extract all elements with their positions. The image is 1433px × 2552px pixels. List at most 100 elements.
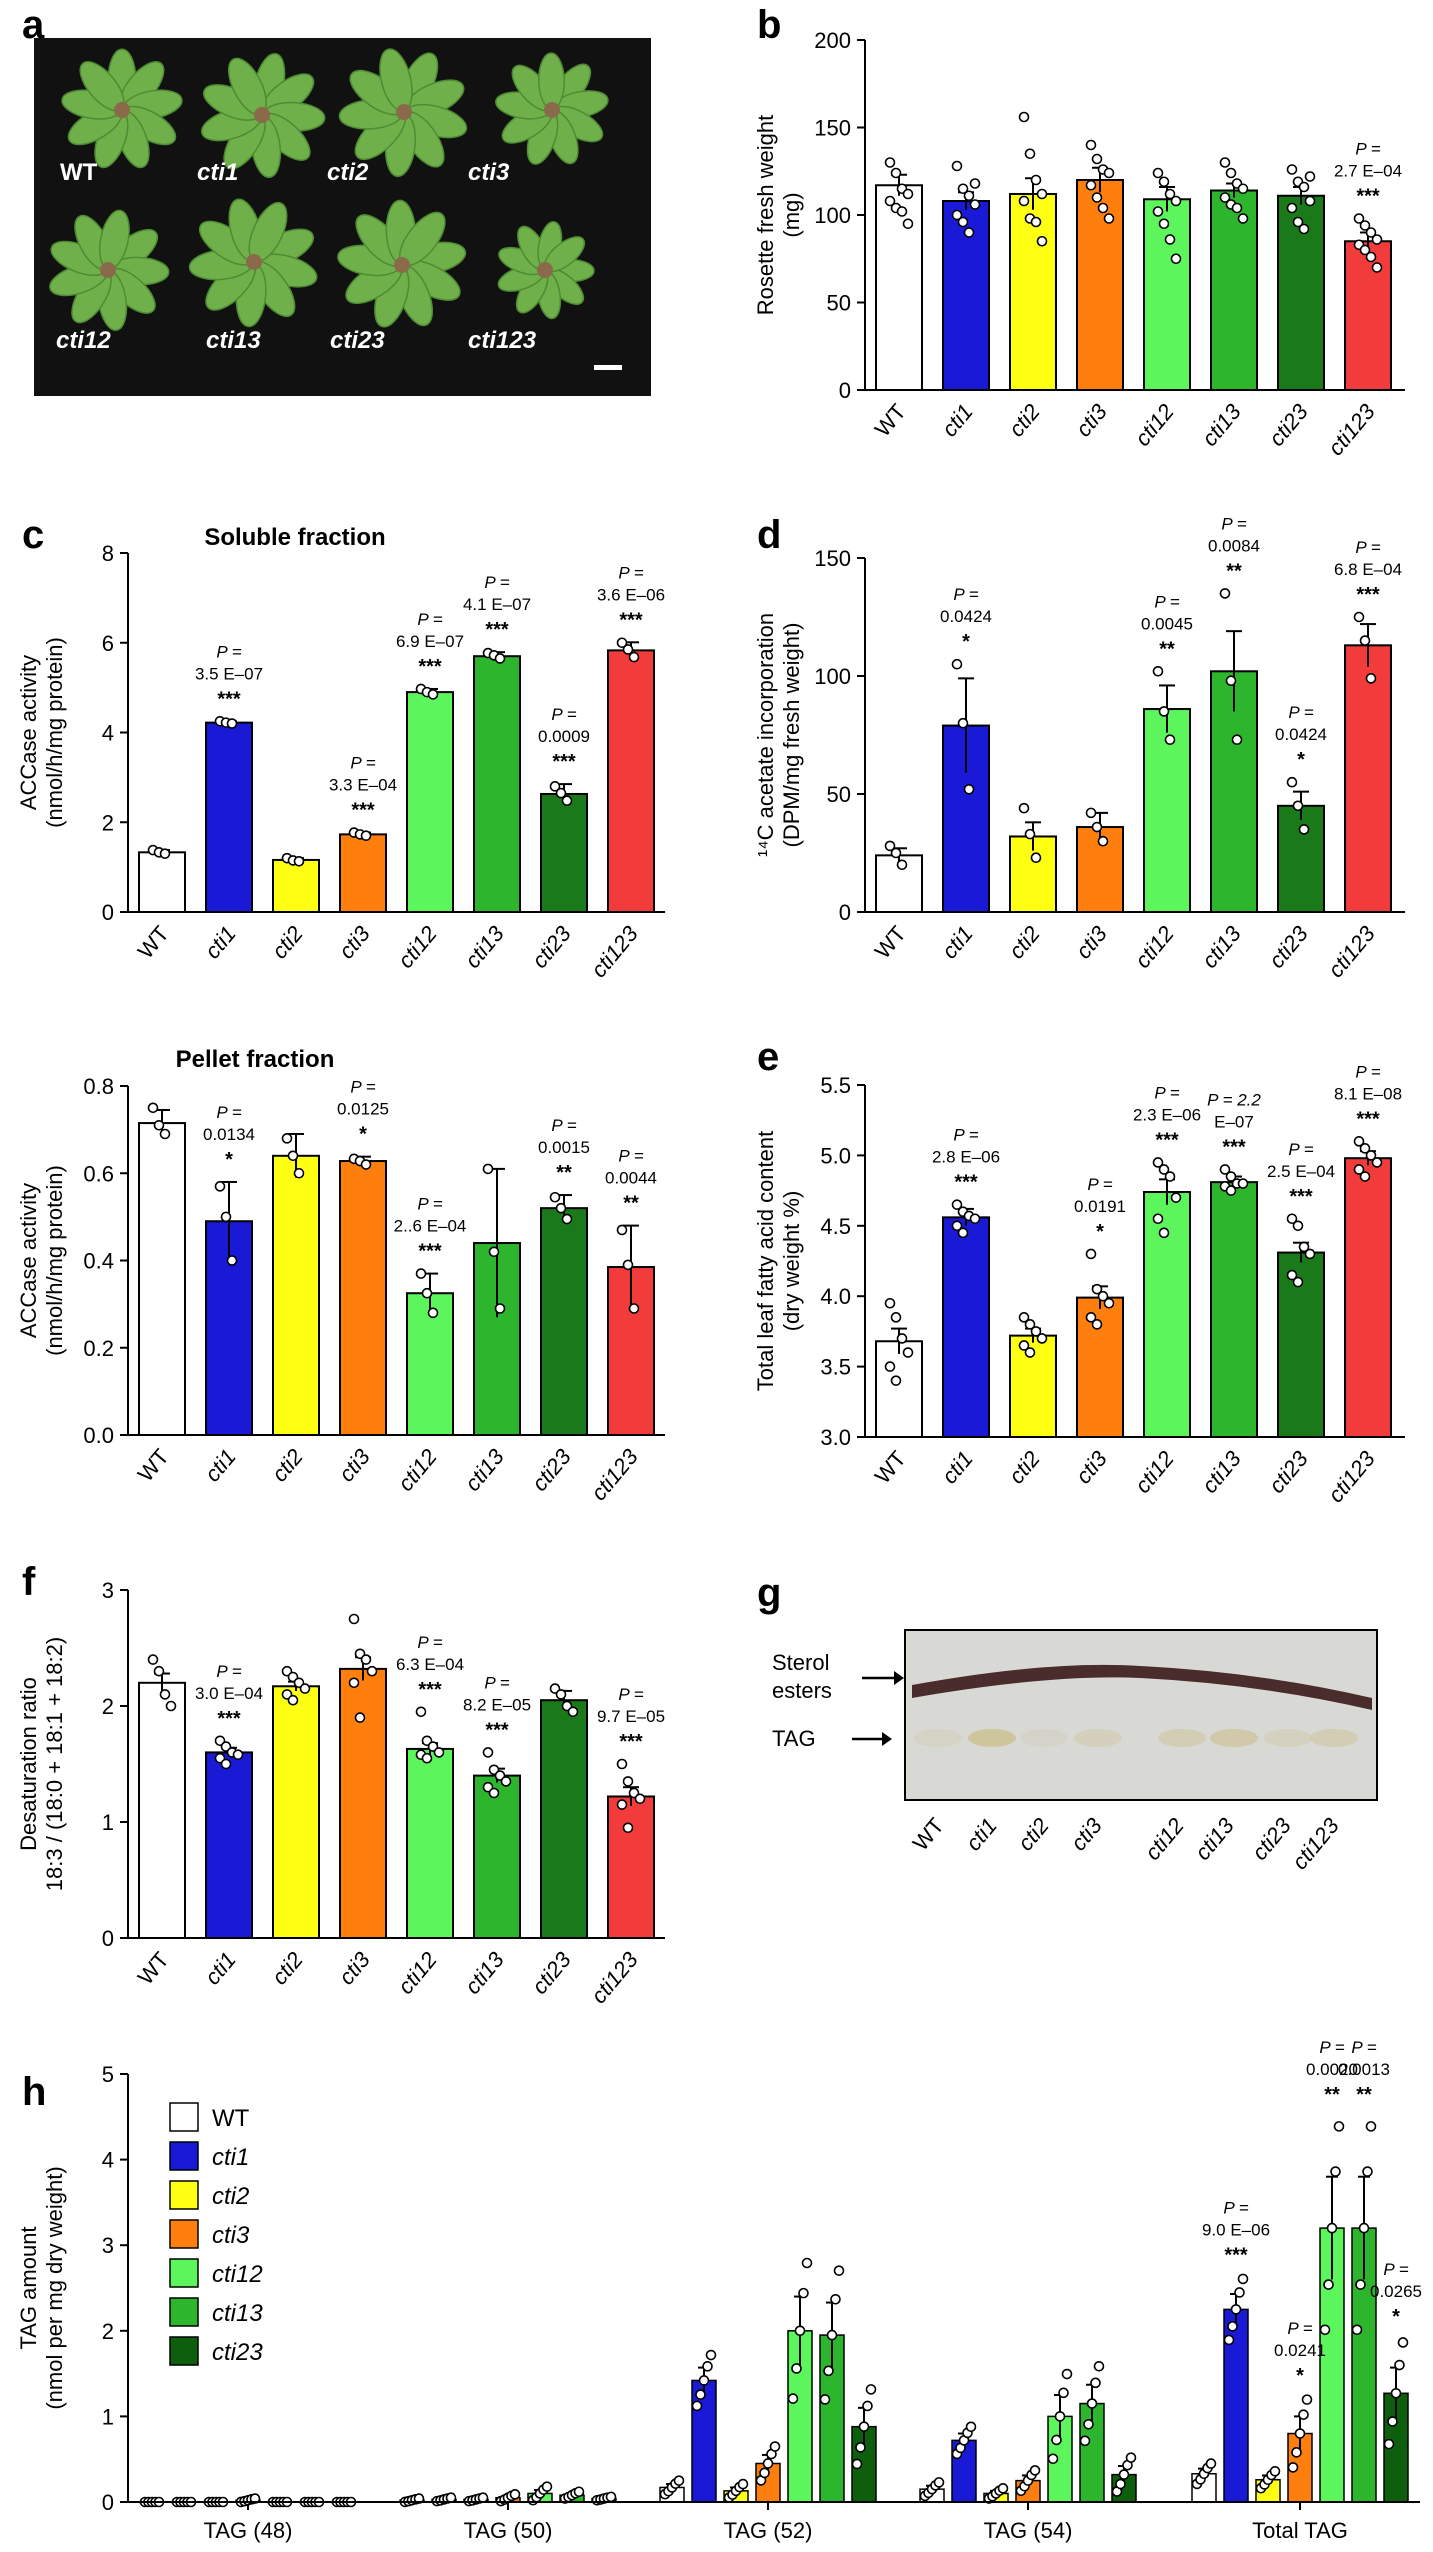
data-point [628, 1303, 640, 1314]
y-tick-label: 5.0 [820, 1143, 851, 1168]
rosette-center [246, 254, 262, 270]
p-label: P = [350, 754, 375, 773]
data-point [1036, 1333, 1048, 1344]
data-point [1091, 153, 1103, 165]
data-point [1024, 1319, 1036, 1330]
p-value: 0.0013 [1338, 2060, 1390, 2079]
data-point [702, 2361, 713, 2372]
data-point [477, 2492, 489, 2504]
data-point [1359, 1171, 1371, 1182]
scale-bar [594, 365, 622, 370]
data-point [1091, 1283, 1103, 1295]
genotype-label: cti13 [206, 327, 261, 354]
significance-stars: ** [1324, 2084, 1340, 2106]
rosette-center [254, 107, 270, 123]
p-value: 0.0084 [1208, 536, 1260, 555]
y-axis-title: Desaturation ratio [16, 1677, 41, 1851]
y-axis-title: (DPM/mg fresh weight) [779, 623, 804, 848]
data-point [220, 1211, 232, 1223]
p-label: P = [484, 1673, 509, 1692]
data-point [616, 1224, 628, 1236]
significance-stars: *** [619, 609, 643, 631]
category-label-cti13: cti13 [1197, 399, 1247, 451]
significance-stars: * [1392, 2306, 1400, 2328]
data-point [1030, 174, 1042, 186]
arrowhead-sterol [894, 1671, 904, 1685]
data-point [1390, 2387, 1402, 2399]
data-point [1097, 202, 1109, 214]
category-label-cti1: cti1 [937, 399, 978, 441]
bar-cti13 [473, 655, 521, 914]
chart-title: Pellet fraction [176, 1046, 335, 1073]
p-value: 0.0009 [538, 727, 590, 746]
data-point [1323, 2279, 1334, 2290]
data-point [214, 1181, 226, 1192]
p-label: P = [1087, 1175, 1112, 1194]
data-point [1118, 2469, 1130, 2480]
data-point [1353, 611, 1365, 623]
data-point [1383, 2438, 1395, 2450]
y-axis-title: (mg) [779, 192, 804, 237]
bar-cti1 [205, 721, 253, 913]
bar-cti23 [540, 1699, 588, 1939]
group-label: TAG (52) [724, 2518, 813, 2543]
data-point [1152, 1157, 1164, 1168]
tlc-lane-label: cti12 [1140, 1813, 1189, 1865]
significance-stars: *** [1356, 1108, 1380, 1130]
rosette [49, 209, 170, 331]
p-value: 3.6 E–06 [597, 585, 665, 604]
data-point [348, 1613, 360, 1625]
plant-photo: WT cti1 cti2 cti3 cti12 cti13 cti23 cti123 [34, 38, 651, 396]
data-point [573, 2486, 585, 2498]
p-value: 6.8 E–04 [1334, 560, 1402, 579]
data-point [884, 157, 896, 168]
data-point [833, 2265, 845, 2276]
p-value: 0.0191 [1074, 1197, 1126, 1216]
category-label-cti23: cti23 [1264, 399, 1314, 451]
data-point [1030, 216, 1042, 228]
data-point [500, 1776, 512, 1787]
genotype-label: cti12 [56, 327, 111, 354]
genotype-label: cti3 [468, 159, 510, 186]
data-point [1387, 2416, 1398, 2427]
y-tick-label: 0 [102, 900, 114, 925]
data-point [1170, 1192, 1182, 1203]
p-label: P = [953, 585, 978, 604]
data-point [865, 2384, 877, 2395]
data-point [616, 1799, 628, 1810]
bar-WT [875, 184, 923, 391]
category-label-cti23: cti23 [527, 1947, 577, 1999]
p-label: P = [216, 642, 241, 661]
p-value: 6.9 E–07 [396, 632, 464, 651]
bar-cti1 [205, 1751, 253, 1940]
y-tick-label: 0.8 [83, 1074, 114, 1099]
panel-letter-a: a [22, 3, 45, 47]
data-point [366, 1665, 378, 1677]
legend-label: WT [212, 2105, 250, 2132]
bar-cti3 [339, 1667, 387, 1939]
significance-stars: *** [1155, 1129, 1179, 1151]
data-point [427, 689, 439, 700]
tlc-lane-label: cti1 [961, 1813, 1002, 1855]
legend-label: cti23 [212, 2339, 263, 2366]
category-label-WT: WT [870, 1446, 911, 1488]
data-point [1085, 1312, 1097, 1323]
axis-c_soluble: 0 2 4 6 8 ACCase activity (nmol/h/mg protein) [16, 541, 665, 925]
category-label-cti23: cti23 [1264, 1446, 1314, 1498]
p-label: P = [216, 1103, 241, 1122]
p-label: P = [350, 1078, 375, 1097]
axis-c_pellet: 0.0 0.2 0.4 0.6 0.8 ACCase activity (nmol/h/mg… [16, 1074, 665, 1448]
data-point [1304, 195, 1316, 207]
data-point [826, 2329, 838, 2341]
data-point [488, 1787, 500, 1799]
data-point [348, 1677, 360, 1689]
p-value: 2..6 E–04 [394, 1217, 467, 1236]
data-point [482, 1747, 494, 1758]
category-label-cti23: cti23 [527, 1444, 577, 1496]
category-label-cti123: cti123 [586, 921, 643, 983]
significance-stars: ** [623, 1193, 639, 1215]
data-point [798, 2287, 809, 2299]
axis-e: 3.0 3.5 4.0 4.5 5.0 5.5 Total leaf fatty acid … [753, 1073, 1405, 1450]
category-label-cti2: cti2 [1004, 921, 1045, 963]
